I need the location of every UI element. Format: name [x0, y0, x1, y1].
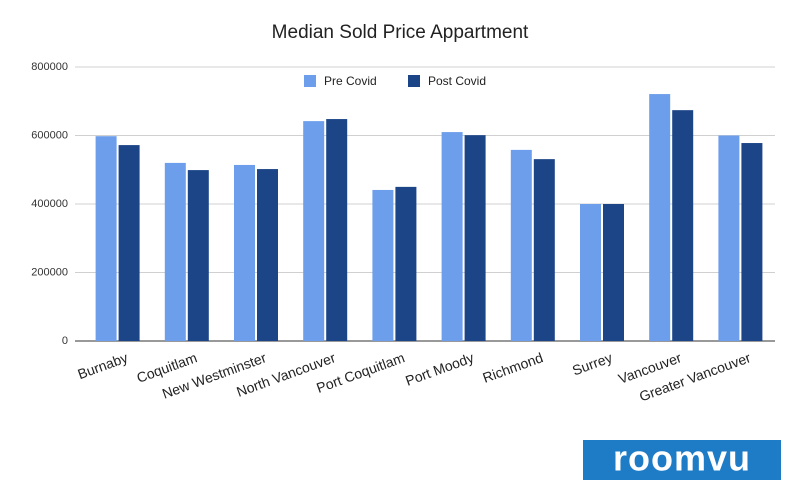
bar: [164, 162, 186, 341]
bar: [510, 149, 532, 341]
legend-swatch: [304, 75, 316, 87]
bar: [533, 159, 555, 341]
bar: [118, 145, 140, 341]
logo-box: [583, 440, 781, 480]
legend-label: Pre Covid: [324, 74, 377, 88]
bar: [303, 121, 325, 342]
legend-swatch: [408, 75, 420, 87]
bar: [718, 135, 740, 341]
y-tick-label: 800000: [31, 61, 68, 73]
bar: [580, 204, 601, 341]
logo: roomvu: [613, 438, 751, 479]
bar: [95, 136, 117, 341]
chart-title: Median Sold Price Appartment: [272, 22, 529, 43]
bar: [672, 110, 694, 341]
bar: [326, 119, 348, 341]
y-tick-label: 600000: [31, 129, 68, 141]
x-tick-label: Burnaby: [75, 349, 129, 382]
x-tick-label: Richmond: [480, 349, 545, 386]
bar: [257, 169, 278, 341]
y-tick-label: 200000: [31, 266, 68, 278]
bar: [441, 132, 463, 341]
bar: [649, 94, 671, 342]
bar: [395, 186, 417, 341]
bar: [741, 143, 763, 341]
bar: [372, 189, 394, 341]
bar: [187, 170, 209, 341]
y-tick-label: 400000: [31, 198, 68, 210]
bar: [603, 204, 624, 341]
legend-label: Post Covid: [428, 74, 486, 88]
bar: [234, 164, 255, 341]
x-tick-label: Surrey: [570, 349, 614, 378]
x-tick-label: Port Moody: [403, 349, 476, 389]
bar: [464, 135, 486, 341]
y-tick-label: 0: [62, 335, 68, 347]
